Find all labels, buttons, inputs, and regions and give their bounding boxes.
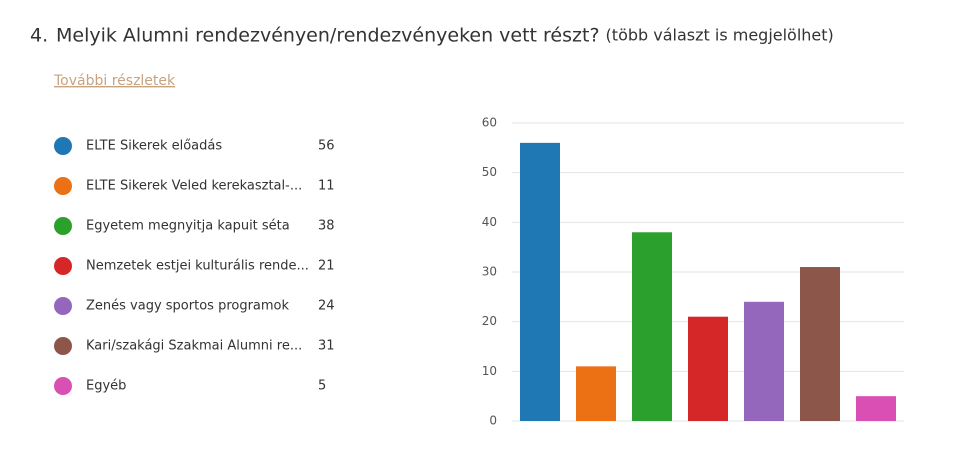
legend-value: 38 bbox=[318, 219, 335, 234]
legend-marker bbox=[54, 377, 72, 395]
legend-value: 24 bbox=[318, 299, 335, 314]
legend-value: 5 bbox=[318, 379, 326, 394]
legend-marker bbox=[54, 297, 72, 315]
y-tick-label: 0 bbox=[489, 414, 497, 428]
bar bbox=[800, 267, 840, 421]
y-tick-label: 50 bbox=[482, 165, 497, 179]
legend-label: Egyetem megnyitja kapuit séta bbox=[86, 219, 290, 234]
details-link[interactable]: További részletek bbox=[53, 73, 176, 89]
y-tick-label: 10 bbox=[482, 364, 497, 378]
bar bbox=[632, 232, 672, 421]
legend-value: 11 bbox=[318, 179, 335, 194]
bar bbox=[520, 142, 560, 421]
legend-marker bbox=[54, 257, 72, 275]
legend-marker bbox=[54, 217, 72, 235]
legend-value: 56 bbox=[318, 139, 335, 154]
legend-label: Egyéb bbox=[86, 379, 126, 394]
legend: ELTE Sikerek előadás 56 ELTE Sikerek Veled… bbox=[54, 137, 335, 395]
legend-label: ELTE Sikerek előadás bbox=[86, 139, 222, 154]
y-tick-label: 60 bbox=[482, 116, 497, 130]
bar bbox=[576, 366, 616, 421]
legend-marker bbox=[54, 177, 72, 195]
y-tick-label: 40 bbox=[482, 215, 497, 229]
legend-value: 31 bbox=[318, 339, 335, 354]
y-tick-label: 20 bbox=[482, 314, 497, 328]
legend-marker bbox=[54, 337, 72, 355]
question-subtitle: (több választ is megjelölhet) bbox=[606, 26, 834, 45]
legend-value: 21 bbox=[318, 259, 335, 274]
legend-marker bbox=[54, 137, 72, 155]
y-tick-label: 30 bbox=[482, 265, 497, 279]
legend-label: Zenés vagy sportos programok bbox=[86, 299, 290, 314]
question-number: 4. bbox=[30, 25, 48, 47]
legend-label: Kari/szakági Szakmai Alumni re... bbox=[86, 339, 302, 354]
legend-label: ELTE Sikerek Veled kerekasztal-... bbox=[86, 179, 302, 194]
bar bbox=[744, 301, 784, 421]
question-title: Melyik Alumni rendezvényen/rendezvényeke… bbox=[56, 25, 600, 47]
legend-label: Nemzetek estjei kulturális rende... bbox=[86, 259, 309, 274]
bar bbox=[856, 396, 896, 421]
bar bbox=[688, 316, 728, 421]
